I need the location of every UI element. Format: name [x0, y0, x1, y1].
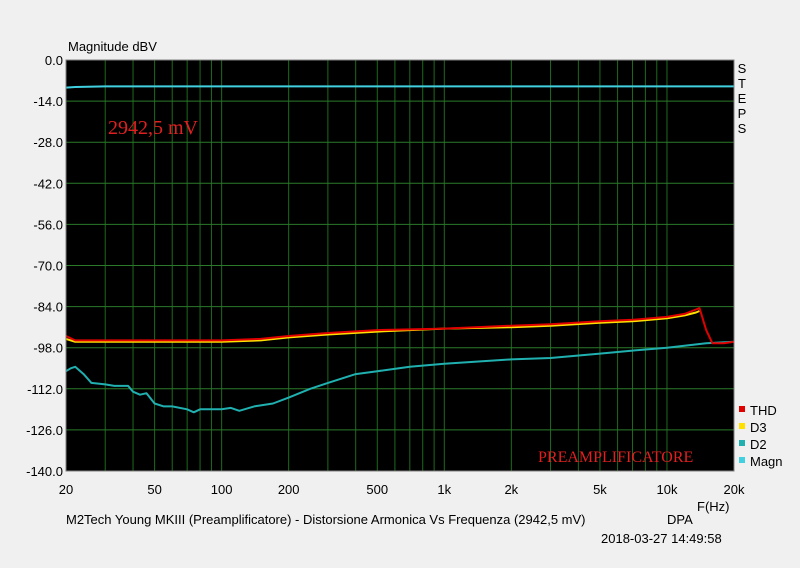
legend-swatch-d2	[739, 440, 745, 446]
y-tick-label: -28.0	[33, 135, 63, 150]
x-tick-labels: 20 50 100 200 500 1k 2k 5k 10k 20k	[59, 482, 745, 497]
series-line-magn	[65, 85, 734, 89]
timestamp: 2018-03-27 14:49:58	[601, 531, 722, 546]
y-tick-label: -42.0	[33, 176, 63, 191]
x-tick-label: 1k	[437, 482, 451, 497]
y-tick-label: 0.0	[45, 53, 63, 68]
series-line-thd	[65, 307, 735, 345]
series-lines	[65, 85, 735, 414]
legend-label-thd: THD	[750, 403, 777, 418]
x-tick-label: 500	[366, 482, 388, 497]
x-tick-label: 10k	[656, 482, 677, 497]
y-tick-label: -126.0	[26, 423, 63, 438]
brand-label: DPA	[667, 512, 693, 527]
legend-label-d2: D2	[750, 437, 767, 452]
legend: THD D3 D2 Magn	[739, 403, 783, 469]
legend-swatch-thd	[739, 406, 745, 412]
y-tick-label: -14.0	[33, 94, 63, 109]
x-tick-label: 200	[278, 482, 300, 497]
y-tick-label: -112.0	[27, 382, 63, 397]
y-tick-label: -140.0	[26, 464, 63, 479]
y-tick-label: -98.0	[33, 341, 63, 356]
x-tick-label: 100	[211, 482, 233, 497]
chart-caption: M2Tech Young MKIII (Preamplificatore) - …	[66, 512, 586, 527]
y-tick-label: -84.0	[33, 300, 63, 315]
legend-swatch-magn	[739, 457, 745, 463]
y-axis-title: Magnitude dBV	[68, 39, 157, 54]
x-tick-label: 20	[59, 482, 73, 497]
x-tick-label: 20k	[724, 482, 745, 497]
level-annotation: 2942,5 mV	[108, 117, 199, 139]
x-axis-title: F(Hz)	[697, 499, 730, 514]
y-tick-label: -70.0	[33, 259, 63, 274]
legend-swatch-d3	[739, 423, 745, 429]
y-tick-label: -56.0	[33, 217, 63, 232]
x-tick-label: 2k	[504, 482, 518, 497]
series-line-d2	[65, 340, 735, 414]
plot-frame	[65, 59, 735, 472]
legend-label-d3: D3	[750, 420, 767, 435]
device-annotation: PREAMPLIFICATORE	[538, 449, 693, 466]
x-tick-label: 50	[147, 482, 161, 497]
x-tick-label: 5k	[593, 482, 607, 497]
legend-label-magn: Magn	[750, 454, 783, 469]
y-tick-labels: 0.0 -14.0 -28.0 -42.0 -56.0 -70.0 -84.0 -98.0 -1…	[26, 53, 63, 479]
grid	[66, 60, 734, 471]
